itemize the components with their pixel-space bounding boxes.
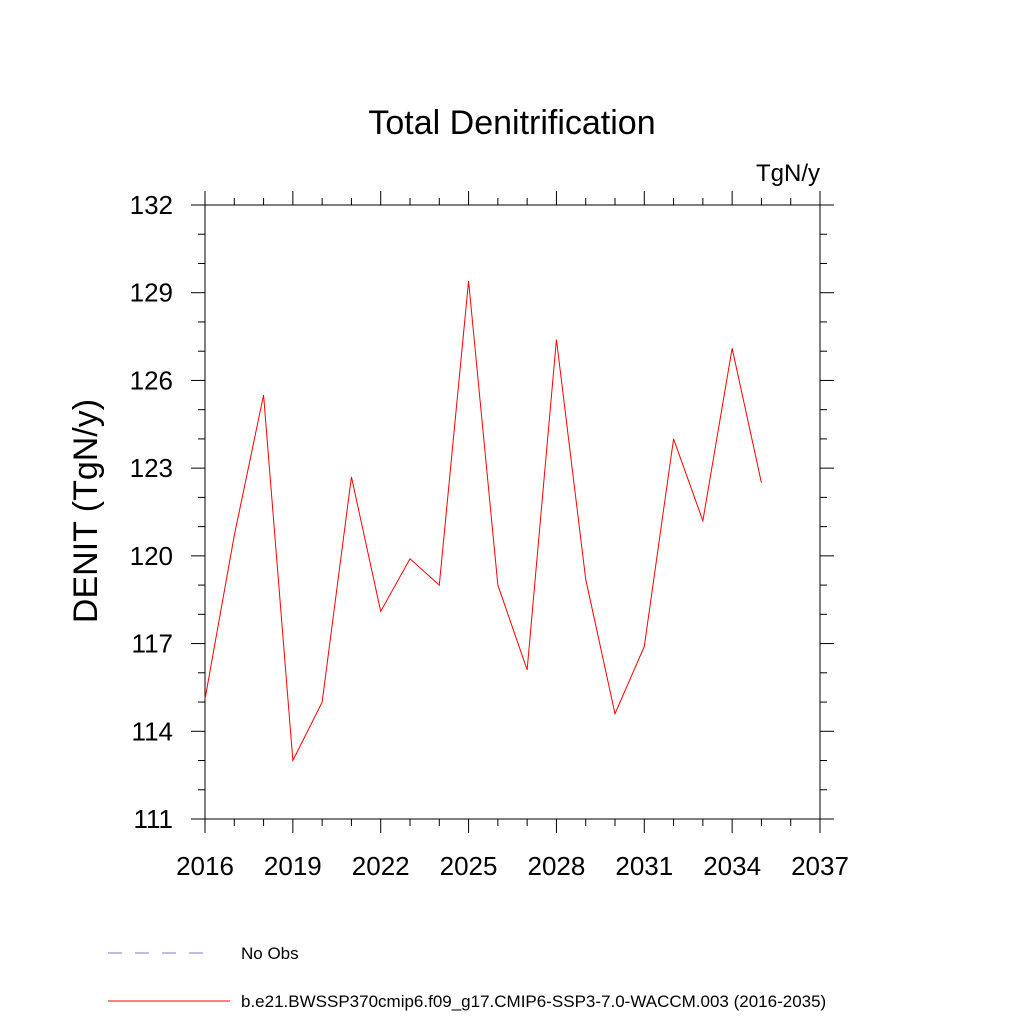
series-line — [204, 280, 762, 763]
x-tick-label: 2022 — [352, 851, 410, 881]
series-layer — [204, 280, 762, 763]
y-tick-label: 126 — [130, 365, 173, 395]
y-tick-label: 117 — [132, 629, 173, 659]
x-tick-label: 2028 — [528, 851, 586, 881]
y-axis-label: DENIT (TgN/y) — [67, 399, 105, 623]
units-label: TgN/y — [756, 160, 820, 187]
axis-ticks: 2016 2019 2022 2025 2028 2031 2034 2037 111 114 11… — [130, 190, 849, 881]
y-tick-label: 120 — [130, 541, 173, 571]
y-tick-label: 114 — [132, 716, 173, 746]
legend: No Obs b.e21.BWSSP370cmip6.f09_g17.CMIP6-… — [108, 944, 826, 1011]
plot-frame — [204, 204, 821, 820]
y-tick-label: 123 — [130, 453, 173, 483]
y-tick-label: 129 — [130, 278, 173, 308]
y-tick-label: 132 — [130, 190, 173, 220]
x-tick-label: 2031 — [615, 851, 673, 881]
x-tick-label: 2019 — [264, 851, 322, 881]
legend-label: b.e21.BWSSP370cmip6.f09_g17.CMIP6-SSP3-7… — [241, 992, 826, 1011]
x-tick-label: 2034 — [703, 851, 761, 881]
x-tick-label: 2037 — [791, 851, 849, 881]
chart-title: Total Denitrification — [368, 104, 655, 142]
y-tick-label: 111 — [133, 804, 173, 834]
x-tick-label: 2025 — [440, 851, 498, 881]
x-tick-label: 2016 — [176, 851, 234, 881]
legend-label: No Obs — [241, 944, 299, 963]
